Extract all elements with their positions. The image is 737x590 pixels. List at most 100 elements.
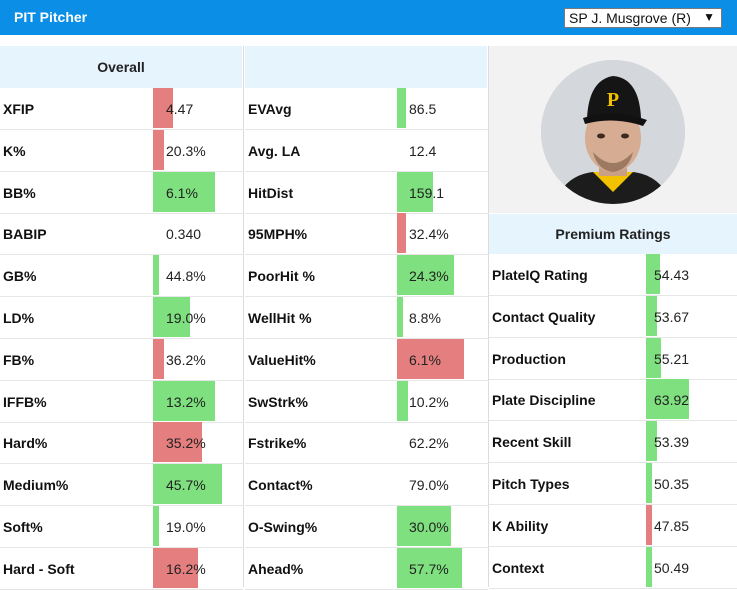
chevron-down-icon: ▼: [703, 10, 715, 24]
col1-row: Hard% 35.2%: [0, 422, 243, 465]
col2-row-label: PoorHit %: [248, 268, 315, 285]
premium-row: Context 50.49: [489, 546, 737, 589]
premium-value-cell: 50.49: [646, 546, 737, 589]
col1-value-bar: [153, 506, 159, 546]
team-title: PIT Pitcher: [14, 9, 88, 25]
col2-value-cell: 86.5: [397, 88, 487, 130]
col1-row: Medium% 45.7%: [0, 464, 243, 507]
col2-value-bar: [397, 88, 406, 128]
col2-row-label: SwStrk%: [248, 393, 308, 410]
col1-row-label: BABIP: [3, 226, 47, 243]
premium-row-label: K Ability: [492, 517, 549, 534]
premium-row: Contact Quality 53.67: [489, 295, 737, 338]
col1-value-bar: [153, 422, 202, 463]
col1-row: IFFB% 13.2%: [0, 380, 243, 423]
premium-row: Recent Skill 53.39: [489, 421, 737, 464]
col1-value-text: 4.47: [166, 101, 194, 117]
col1-value-text: 0.340: [166, 226, 202, 243]
col2-value-cell: 24.3%: [397, 255, 487, 297]
player-photo-panel: P: [489, 46, 737, 213]
col2-row: ValueHit% 6.1%: [245, 338, 488, 381]
premium-value-cell: 63.92: [646, 379, 737, 421]
col2-row: HitDist 159.1: [245, 171, 488, 214]
premium-value-text: 54.43: [654, 267, 690, 283]
premium-value-bar: [646, 504, 653, 545]
col2-value-text: 12.4: [409, 142, 437, 159]
col1-row-label: Hard%: [3, 435, 48, 452]
col2-row: Contact% 79.0%: [245, 464, 488, 507]
col2-value-cell: 79.0%: [397, 464, 487, 506]
col2-row: O-Swing% 30.0%: [245, 506, 488, 548]
col2-row-label: HitDist: [248, 184, 294, 201]
col2-value-bar: [397, 297, 403, 337]
premium-value-cell: 47.85: [646, 504, 737, 547]
premium-value-text: 53.67: [654, 308, 690, 325]
col2-value-text: 10.2%: [409, 393, 449, 410]
col1-value-text: 20.3%: [166, 142, 206, 159]
col2-value-cell: 32.4%: [397, 213, 487, 255]
premium-row-label: Context: [492, 559, 545, 576]
col2-row: PoorHit % 24.3%: [245, 255, 488, 298]
col2-row: 95MPH% 32.4%: [245, 213, 488, 256]
col2-row: SwStrk% 10.2%: [245, 380, 488, 423]
premium-value-bar: [646, 295, 657, 336]
col2-value-text: 30.0%: [409, 519, 449, 535]
col1-row: K% 20.3%: [0, 129, 243, 172]
col1-row: LD% 19.0%: [0, 297, 243, 339]
premium-row: K Ability 47.85: [489, 504, 737, 547]
premium-value-bar: [646, 379, 689, 420]
col1-value-cell: 36.2%: [153, 338, 242, 381]
col1-row: BABIP 0.340: [0, 213, 243, 256]
col2-row-label: Ahead%: [248, 560, 304, 577]
col1-value-bar: [153, 88, 173, 128]
col1-value-text: 13.2%: [166, 393, 206, 410]
premium-row: Pitch Types 50.35: [489, 463, 737, 505]
col2-value-bar: [397, 338, 464, 379]
col1-row-label: Hard - Soft: [3, 560, 75, 577]
col1-value-cell: 6.1%: [153, 171, 242, 214]
col2-row-label: WellHit %: [248, 310, 312, 326]
col2-value-text: 57.7%: [409, 560, 449, 577]
col2-row-label: Fstrike%: [248, 435, 307, 452]
premium-value-text: 50.35: [654, 476, 690, 492]
col1-row-label: K%: [3, 142, 26, 159]
col2-row: Ahead% 57.7%: [245, 547, 488, 590]
overall-heading: Overall: [0, 46, 242, 88]
col2-row: EVAvg 86.5: [245, 88, 488, 130]
col1-row-label: GB%: [3, 268, 37, 285]
col2-value-cell: 8.8%: [397, 297, 487, 339]
col1-value-cell: 19.0%: [153, 297, 242, 339]
col1-row-label: LD%: [3, 310, 35, 326]
premium-value-cell: 50.35: [646, 463, 737, 505]
col2-value-cell: 30.0%: [397, 506, 487, 548]
premium-row: Production 55.21: [489, 337, 737, 380]
pitcher-select[interactable]: SP J. Musgrove (R) ▼: [564, 8, 722, 28]
col1-value-text: 19.0%: [166, 519, 206, 535]
premium-row-label: PlateIQ Rating: [492, 267, 588, 283]
col2-value-cell: 57.7%: [397, 547, 487, 590]
premium-value-text: 50.49: [654, 559, 690, 576]
col2-row-label: 95MPH%: [248, 226, 308, 243]
col1-row-label: FB%: [3, 351, 35, 368]
premium-value-cell: 55.21: [646, 337, 737, 380]
col1-row-label: Medium%: [3, 477, 69, 494]
col2-value-bar: [397, 171, 433, 212]
pitcher-select-value: SP J. Musgrove (R): [569, 10, 691, 26]
col2-row: Fstrike% 62.2%: [245, 422, 488, 465]
col1-value-text: 16.2%: [166, 560, 206, 577]
premium-ratings-heading: Premium Ratings: [489, 214, 737, 254]
col2-value-cell: 159.1: [397, 171, 487, 214]
col1-value-bar: [153, 171, 216, 212]
col1-value-text: 35.2%: [166, 435, 206, 452]
premium-row-label: Plate Discipline: [492, 392, 596, 409]
col2-value-bar: [397, 380, 408, 421]
col2-value-text: 79.0%: [409, 477, 449, 494]
col1-row: XFIP 4.47: [0, 88, 243, 130]
col2-value-text: 6.1%: [409, 351, 441, 368]
col2-row: WellHit % 8.8%: [245, 297, 488, 339]
col1-row: Soft% 19.0%: [0, 506, 243, 548]
premium-value-text: 63.92: [654, 392, 690, 409]
col2-row-label: O-Swing%: [248, 519, 318, 535]
top-bar: PIT Pitcher SP J. Musgrove (R) ▼: [0, 0, 737, 35]
premium-row: PlateIQ Rating 54.43: [489, 254, 737, 296]
